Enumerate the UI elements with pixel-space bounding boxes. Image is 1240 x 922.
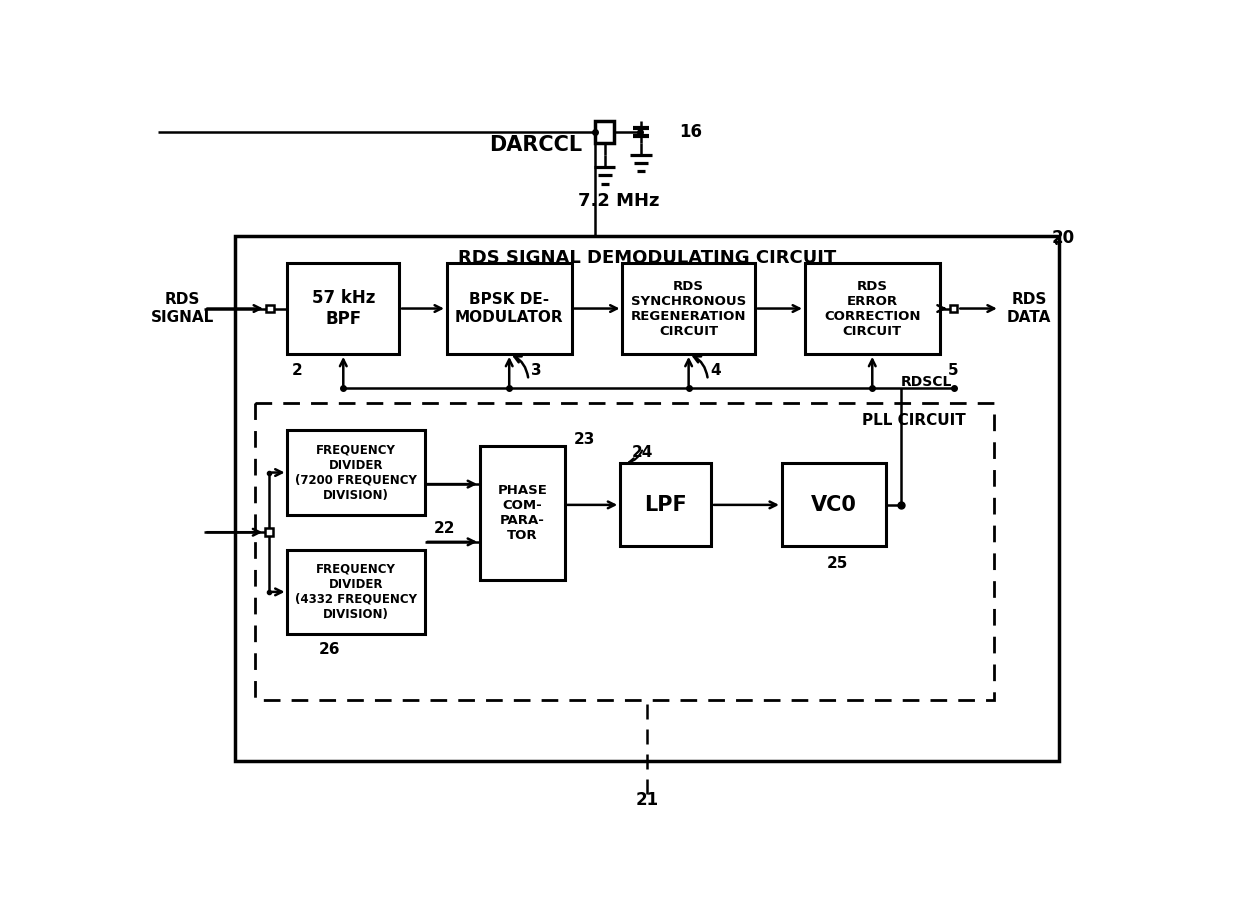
Bar [265, 528, 273, 536]
Text: VC0: VC0 [811, 495, 857, 514]
Text: 24: 24 [631, 445, 653, 460]
Text: 16: 16 [680, 124, 702, 141]
Bar [595, 122, 614, 143]
Bar [236, 236, 1059, 762]
Text: 25: 25 [827, 556, 848, 571]
Text: 23: 23 [574, 431, 595, 447]
Text: PHASE
COM-
PARA-
TOR: PHASE COM- PARA- TOR [497, 484, 547, 542]
Text: 21: 21 [635, 791, 658, 809]
Bar [781, 463, 885, 547]
Bar [622, 263, 755, 354]
Text: FREQUENCY
DIVIDER
(4332 FREQUENCY
DIVISION): FREQUENCY DIVIDER (4332 FREQUENCY DIVISI… [295, 563, 417, 621]
Bar [288, 431, 424, 514]
Text: BPSK DE-
MODULATOR: BPSK DE- MODULATOR [455, 292, 563, 325]
Text: RDS
SYNCHRONOUS
REGENERATION
CIRCUIT: RDS SYNCHRONOUS REGENERATION CIRCUIT [631, 279, 746, 337]
Text: RDS
SIGNAL: RDS SIGNAL [151, 292, 215, 325]
Text: 7.2 MHz: 7.2 MHz [578, 193, 660, 210]
Bar [265, 304, 274, 313]
Text: FREQUENCY
DIVIDER
(7200 FREQUENCY
DIVISION): FREQUENCY DIVIDER (7200 FREQUENCY DIVISI… [295, 443, 417, 502]
Bar [620, 463, 711, 547]
Bar [805, 263, 940, 354]
Bar [480, 445, 564, 580]
Text: 20: 20 [1052, 229, 1074, 247]
Text: RDS
ERROR
CORRECTION
CIRCUIT: RDS ERROR CORRECTION CIRCUIT [825, 279, 920, 337]
Text: LPF: LPF [644, 495, 687, 514]
Text: RDSCL: RDSCL [901, 374, 952, 389]
Text: 57 kHz
BPF: 57 kHz BPF [311, 290, 374, 328]
Text: 3: 3 [531, 363, 542, 378]
Text: 4: 4 [711, 363, 720, 378]
Text: RDS
DATA: RDS DATA [1007, 292, 1052, 325]
Bar [255, 403, 994, 700]
Bar [288, 263, 399, 354]
Text: DARCCL: DARCCL [489, 136, 582, 155]
Text: 2: 2 [291, 363, 303, 378]
Bar [288, 550, 424, 634]
Bar [446, 263, 572, 354]
Text: 26: 26 [319, 642, 341, 657]
Text: 5: 5 [949, 363, 959, 378]
Text: PLL CIRCUIT: PLL CIRCUIT [862, 413, 966, 428]
Text: 22: 22 [434, 521, 455, 537]
Text: RDS SIGNAL DEMODULATING CIRCUIT: RDS SIGNAL DEMODULATING CIRCUIT [458, 249, 836, 266]
Bar [950, 304, 957, 313]
